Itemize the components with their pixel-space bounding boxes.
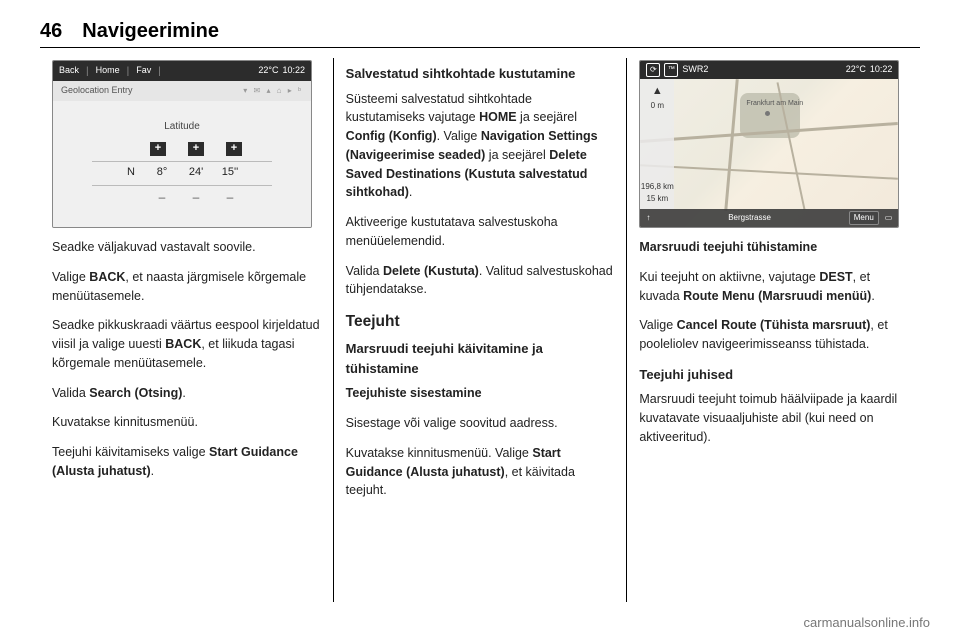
hemisphere[interactable]: N [120,164,142,181]
column-2: Salvestatud sihtkohtade kustutamine Süst… [333,58,627,602]
geolocation-screenshot: Back | Home | Fav | 22°C 10:22 Geolocati… [52,60,312,228]
city-label: Frankfurt am Main [746,99,803,110]
shot-top-bar: Back | Home | Fav | 22°C 10:22 [53,61,311,81]
separator: | [155,64,164,79]
watermark: carmanualsonline.info [804,615,930,630]
latitude-label: Latitude [164,119,200,134]
separator: | [83,64,92,79]
separator: | [124,64,133,79]
page-number: 46 [40,20,62,43]
station-name: SWR2 [682,63,708,77]
plus-deg-button[interactable]: + [150,142,166,156]
body-text: Aktiveerige kustutatava salvestuskoha me… [346,213,615,251]
body-text: Kui teejuht on aktiivne, vajutage DEST, … [639,268,908,306]
map-side-panel: ▲ 0 m 196,8 km 15 km [640,79,674,209]
map-top-bar: ⟳ ™ SWR2 22°C 10:22 [640,61,898,79]
body-text: Teejuhi käivitamiseks valige Start Guida… [52,443,321,481]
minutes-value: 24' [182,164,210,181]
tmc-icon[interactable]: ™ [664,63,678,77]
shot-body: Latitude + + + N 8° 24' 15'' [53,101,311,228]
turn-icon: ▲ [651,83,664,100]
back-button[interactable]: Back [59,64,79,78]
column-1: Back | Home | Fav | 22°C 10:22 Geolocati… [40,58,333,602]
section-heading-large: Teejuht [346,310,615,333]
sub-heading: Marsruudi teejuhi tühistamine [639,238,908,257]
degrees-value: 8° [148,164,176,181]
clock: 10:22 [282,64,305,78]
body-text: Sisestage või valige soovitud aadress. [346,414,615,433]
menu-button[interactable]: Menu [849,211,879,225]
minus-deg-button[interactable]: – [148,188,176,206]
body-text: Kuvatakse kinnitusmenüü. [52,413,321,432]
body-text: Valida Delete (Kustuta). Valitud salvest… [346,262,615,300]
plus-sec-button[interactable]: + [226,142,242,156]
sub-heading: Teejuhiste sisestamine [346,384,615,403]
temperature: 22°C [846,63,866,77]
fav-button[interactable]: Fav [136,64,151,78]
body-text: Süsteemi salvestatud sihtkohtade kustuta… [346,90,615,203]
shot-subtitle-bar: Geolocation Entry ▾ ✉ ▴ ⌂ ▸ ᵇ [53,81,311,101]
minus-sec-button[interactable]: – [216,188,244,206]
remaining-distance: 196,8 km [641,181,674,193]
section-heading: Salvestatud sihtkohtade kustutamine [346,64,615,84]
dist-to-turn: 0 m [651,100,664,112]
page-header: 46 Navigeerimine [40,20,920,48]
minus-min-button[interactable]: – [182,188,210,206]
body-text: Marsruudi teejuht toimub häälviipade ja … [639,390,908,446]
book-icon[interactable]: ▭ [885,212,893,224]
section-heading: Teejuhi juhised [639,365,908,385]
page-title: Navigeerimine [82,20,219,43]
status-icons: ▾ ✉ ▴ ⌂ ▸ ᵇ [243,85,303,97]
map-bottom-bar: ↑ Bergstrasse Menu ▭ [640,209,898,227]
body-text: Kuvatakse kinnitusmenüü. Valige Start Gu… [346,444,615,500]
home-button[interactable]: Home [96,64,120,78]
column-3: Frankfurt am Main ⟳ ™ SWR2 22°C 10:22 ▲ … [626,58,920,602]
clock: 10:22 [870,63,893,77]
body-text: Valige BACK, et naasta järgmisele kõrgem… [52,268,321,306]
body-text: Valige Cancel Route (Tühista marsruut), … [639,316,908,354]
seconds-value: 15'' [216,164,244,181]
compass-icon[interactable]: ⟳ [646,63,660,77]
section-heading: Marsruudi teejuhi käivitamine ja tühista… [346,339,615,378]
body-text: Seadke pikkuskraadi väärtus eespool kirj… [52,316,321,372]
body-text: Seadke väljakuvad vastavalt soovile. [52,238,321,257]
scale-distance: 15 km [641,193,674,205]
body-text: Valida Search (Otsing). [52,384,321,403]
ahead-icon: ↑ [646,212,650,224]
plus-min-button[interactable]: + [188,142,204,156]
temperature: 22°C [258,64,278,78]
street-name: Bergstrasse [656,212,842,224]
nav-map-screenshot: Frankfurt am Main ⟳ ™ SWR2 22°C 10:22 ▲ … [639,60,899,228]
screen-name: Geolocation Entry [61,84,133,98]
